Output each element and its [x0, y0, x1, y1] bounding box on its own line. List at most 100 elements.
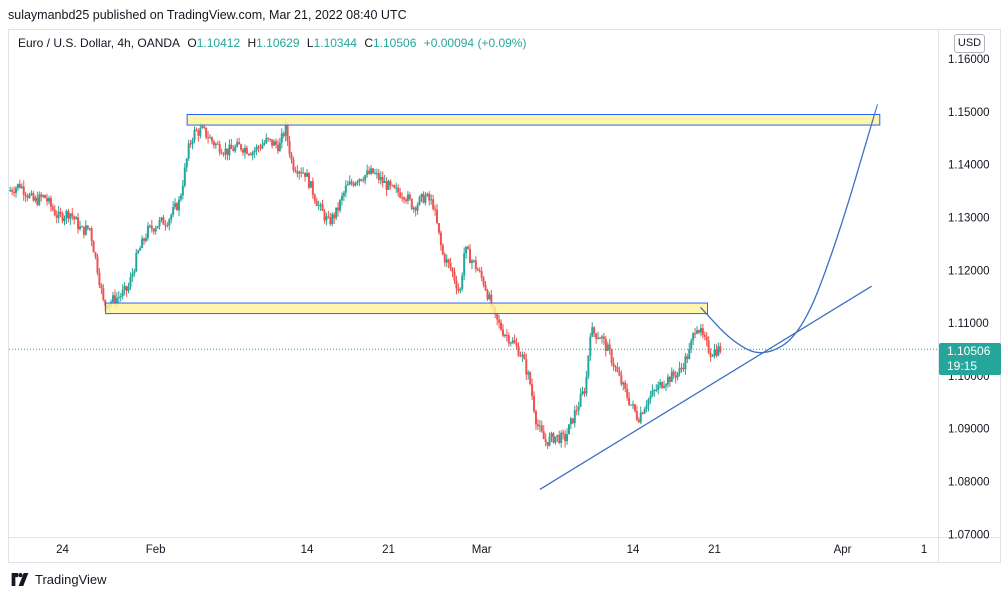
- candle-body: [443, 254, 446, 263]
- candle-body: [484, 285, 487, 291]
- candle-body: [649, 395, 652, 400]
- candle-body: [645, 405, 648, 409]
- candle-body: [113, 295, 116, 304]
- candle-body: [399, 192, 402, 198]
- brand-label: TradingView: [35, 572, 107, 587]
- x-tick-label: Apr: [834, 544, 852, 556]
- candle-body: [501, 329, 504, 336]
- candle-body: [100, 285, 103, 289]
- candle-body: [558, 434, 561, 444]
- candle-body: [9, 190, 12, 192]
- candle-body: [115, 297, 118, 304]
- candle-body: [111, 295, 114, 302]
- candle-body: [296, 171, 299, 174]
- candle-body: [690, 340, 693, 349]
- candle-body: [240, 144, 243, 150]
- candle-body: [659, 382, 662, 386]
- candle-body: [174, 203, 177, 208]
- candle-body: [263, 142, 266, 145]
- candle-body: [643, 408, 646, 414]
- candle-body: [478, 270, 481, 272]
- candle-body: [410, 198, 413, 210]
- candle-body: [317, 205, 320, 207]
- candle-body: [604, 338, 607, 351]
- candle-body: [393, 185, 396, 188]
- candle-body: [573, 410, 576, 424]
- candle-body: [383, 181, 386, 183]
- candle-body: [527, 372, 530, 375]
- candle-body: [201, 126, 204, 129]
- candle-body: [354, 182, 357, 186]
- candle-body: [309, 181, 312, 188]
- y-tick-label: 1.09000: [948, 424, 990, 436]
- candle-body: [711, 355, 714, 357]
- candle-body: [321, 204, 324, 211]
- candle-body: [622, 382, 625, 385]
- candle-body: [315, 200, 318, 206]
- candle-body: [249, 154, 252, 156]
- symbol-legend: Euro / U.S. Dollar, 4h, OANDA O1.10412 H…: [18, 36, 526, 50]
- candle-body: [199, 128, 202, 136]
- candle-body: [82, 226, 85, 235]
- candle-body: [261, 144, 264, 149]
- price-scale-divider: [938, 29, 939, 563]
- candle-body: [119, 296, 122, 298]
- candle-body: [474, 260, 477, 269]
- candle-body: [79, 226, 82, 230]
- candle-body: [692, 333, 695, 341]
- last-price-tag: 1.10506 19:15: [939, 343, 1001, 375]
- candle-body: [457, 288, 460, 291]
- candle-body: [401, 197, 404, 199]
- candle-body: [521, 354, 524, 356]
- candle-body: [243, 147, 246, 153]
- candle-body: [28, 194, 31, 198]
- candle-body: [507, 335, 510, 344]
- candle-body: [292, 159, 295, 171]
- candle-body: [569, 418, 572, 425]
- candle-body: [127, 286, 130, 291]
- candle-body: [591, 327, 594, 337]
- candle-body: [616, 367, 619, 372]
- candle-body: [395, 187, 398, 189]
- candle-body: [230, 144, 233, 149]
- candle-body: [73, 216, 76, 220]
- candle-body: [633, 404, 636, 411]
- candle-body: [672, 371, 675, 376]
- x-tick-label: Mar: [472, 544, 492, 556]
- candle-body: [247, 153, 250, 155]
- candle-body: [146, 225, 149, 239]
- candle-body: [67, 211, 70, 219]
- candle-body: [214, 143, 217, 146]
- candle-body: [352, 183, 355, 186]
- candle-body: [653, 390, 656, 392]
- candle-body: [11, 190, 14, 192]
- candle-body: [498, 319, 501, 323]
- candle-body: [251, 152, 254, 156]
- candle-body: [224, 148, 227, 155]
- currency-button[interactable]: USD: [954, 34, 985, 53]
- candle-body: [552, 433, 555, 443]
- candle-body: [657, 385, 660, 390]
- candle-body: [61, 213, 64, 222]
- candle-body: [311, 181, 314, 195]
- candle-body: [414, 207, 417, 211]
- candle-body: [641, 412, 644, 414]
- legend-change-value: +0.00094 (+0.09%): [423, 36, 527, 50]
- candle-body: [540, 425, 543, 432]
- candle-body: [531, 384, 534, 397]
- candle-body: [670, 371, 673, 382]
- candle-body: [525, 359, 528, 375]
- candle-body: [373, 173, 376, 175]
- candle-body: [53, 209, 56, 216]
- candle-body: [234, 146, 237, 152]
- tradingview-brand[interactable]: TradingView: [10, 572, 107, 587]
- candle-body: [686, 356, 689, 359]
- candle-body: [364, 175, 367, 181]
- candle-body: [550, 433, 553, 437]
- candle-body: [203, 126, 206, 128]
- x-tick-label: 21: [382, 544, 395, 556]
- candle-body: [59, 211, 62, 214]
- candle-body: [220, 152, 223, 154]
- candle-body: [298, 171, 301, 174]
